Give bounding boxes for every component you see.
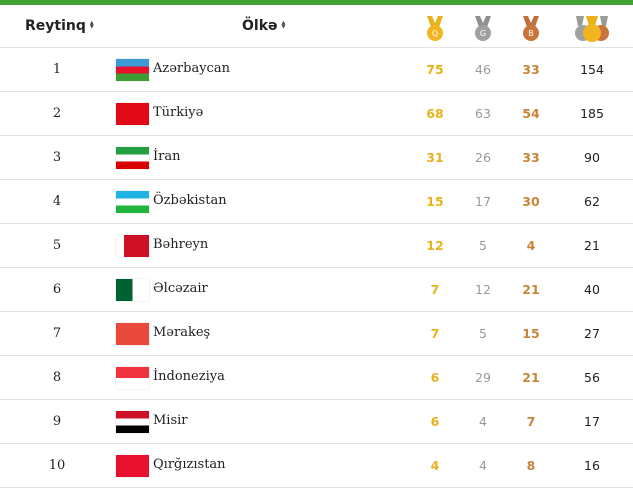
silver-count: 12 [475,282,491,297]
total-count: 185 [580,106,604,121]
table-row[interactable]: 2 Türkiyə 68 63 54 185 [0,92,633,136]
rank: 7 [52,326,62,341]
bronze-count: 15 [522,326,540,341]
silver-count: 63 [475,106,491,121]
bronze-medal-icon: B [523,16,539,41]
country-flag [116,147,149,169]
total-count: 40 [584,282,600,297]
country-flag [116,191,149,213]
country-flag [116,59,149,81]
total-medals-icon [575,16,609,42]
country-name[interactable]: Bəhreyn [153,237,209,252]
silver-count: 5 [479,326,487,341]
rank: 9 [52,414,62,429]
total-count: 21 [584,238,600,253]
bronze-count: 21 [522,282,540,297]
country-name[interactable]: İndoneziya [153,369,225,384]
table-row[interactable]: 3 İran 31 26 33 90 [0,136,633,180]
country-name[interactable]: Türkiyə [153,105,204,120]
silver-count: 29 [475,370,491,385]
gold-count: 7 [430,326,440,341]
country-flag [116,323,149,345]
rank-column-header[interactable]: Reytinq ▲▼ [25,18,96,34]
table-row[interactable]: 6 Əlcəzair 7 12 21 40 [0,268,633,312]
gold-count: 75 [426,62,444,77]
top-accent-bar [0,0,633,5]
gold-count: 4 [430,458,440,473]
total-count: 90 [584,150,600,165]
table-row[interactable]: 8 İndoneziya 6 29 21 56 [0,356,633,400]
total-count: 56 [584,370,600,385]
country-column-header[interactable]: Ölkə ▲▼ [242,18,288,34]
table-row[interactable]: 10 Qırğızıstan 4 4 8 16 [0,444,633,488]
bronze-count: 4 [526,238,536,253]
gold-count: 7 [430,282,440,297]
gold-count: 31 [426,150,444,165]
total-count: 154 [580,62,604,77]
total-count: 17 [584,414,600,429]
country-flag [116,455,149,477]
rank: 2 [52,106,62,121]
table-row[interactable]: 4 Özbəkistan 15 17 30 62 [0,180,633,224]
svg-text:G: G [480,29,486,38]
gold-count: 6 [430,370,440,385]
table-row[interactable]: 7 Mərakeş 7 5 15 27 [0,312,633,356]
rank: 1 [52,62,62,77]
country-flag [116,103,149,125]
sort-icon[interactable]: ▲▼ [89,20,94,30]
gold-count: 6 [430,414,440,429]
rank: 3 [52,150,62,165]
rank: 10 [48,458,66,473]
bronze-count: 8 [526,458,536,473]
country-flag [116,367,149,389]
bronze-count: 30 [522,194,540,209]
gold-count: 12 [426,238,444,253]
country-name[interactable]: Misir [153,413,188,428]
country-flag [116,279,149,301]
rank: 5 [52,238,62,253]
silver-count: 4 [479,458,487,473]
rank: 4 [52,194,62,209]
table-row[interactable]: 9 Misir 6 4 7 17 [0,400,633,444]
country-name[interactable]: Mərakeş [153,325,211,340]
table-row[interactable]: 1 Azərbaycan 75 46 33 154 [0,48,633,92]
country-name[interactable]: Əlcəzair [153,281,208,296]
silver-count: 46 [475,62,491,77]
gold-count: 68 [426,106,444,121]
sort-icon[interactable]: ▲▼ [281,20,286,30]
country-name[interactable]: Qırğızıstan [153,457,226,472]
bronze-count: 7 [526,414,536,429]
total-count: 62 [584,194,600,209]
rank: 6 [52,282,62,297]
bronze-count: 33 [522,62,540,77]
gold-count: 15 [426,194,444,209]
total-count: 27 [584,326,600,341]
silver-count: 17 [475,194,491,209]
bronze-count: 33 [522,150,540,165]
country-name[interactable]: Özbəkistan [153,193,227,208]
country-name[interactable]: İran [153,149,181,164]
gold-medal-icon: Q [427,16,443,41]
bronze-count: 21 [522,370,540,385]
table-row[interactable]: 5 Bəhreyn 12 5 4 21 [0,224,633,268]
country-name[interactable]: Azərbaycan [153,61,230,76]
silver-count: 26 [475,150,491,165]
rank: 8 [52,370,62,385]
total-count: 16 [584,458,600,473]
country-flag [116,235,149,257]
silver-count: 4 [479,414,487,429]
bronze-count: 54 [522,106,540,121]
country-flag [116,411,149,433]
silver-count: 5 [479,238,487,253]
svg-text:Q: Q [432,29,438,38]
silver-medal-icon: G [475,16,491,41]
svg-text:B: B [528,29,534,38]
table-header: Reytinq ▲▼ Ölkə ▲▼ Q G B [0,5,633,48]
